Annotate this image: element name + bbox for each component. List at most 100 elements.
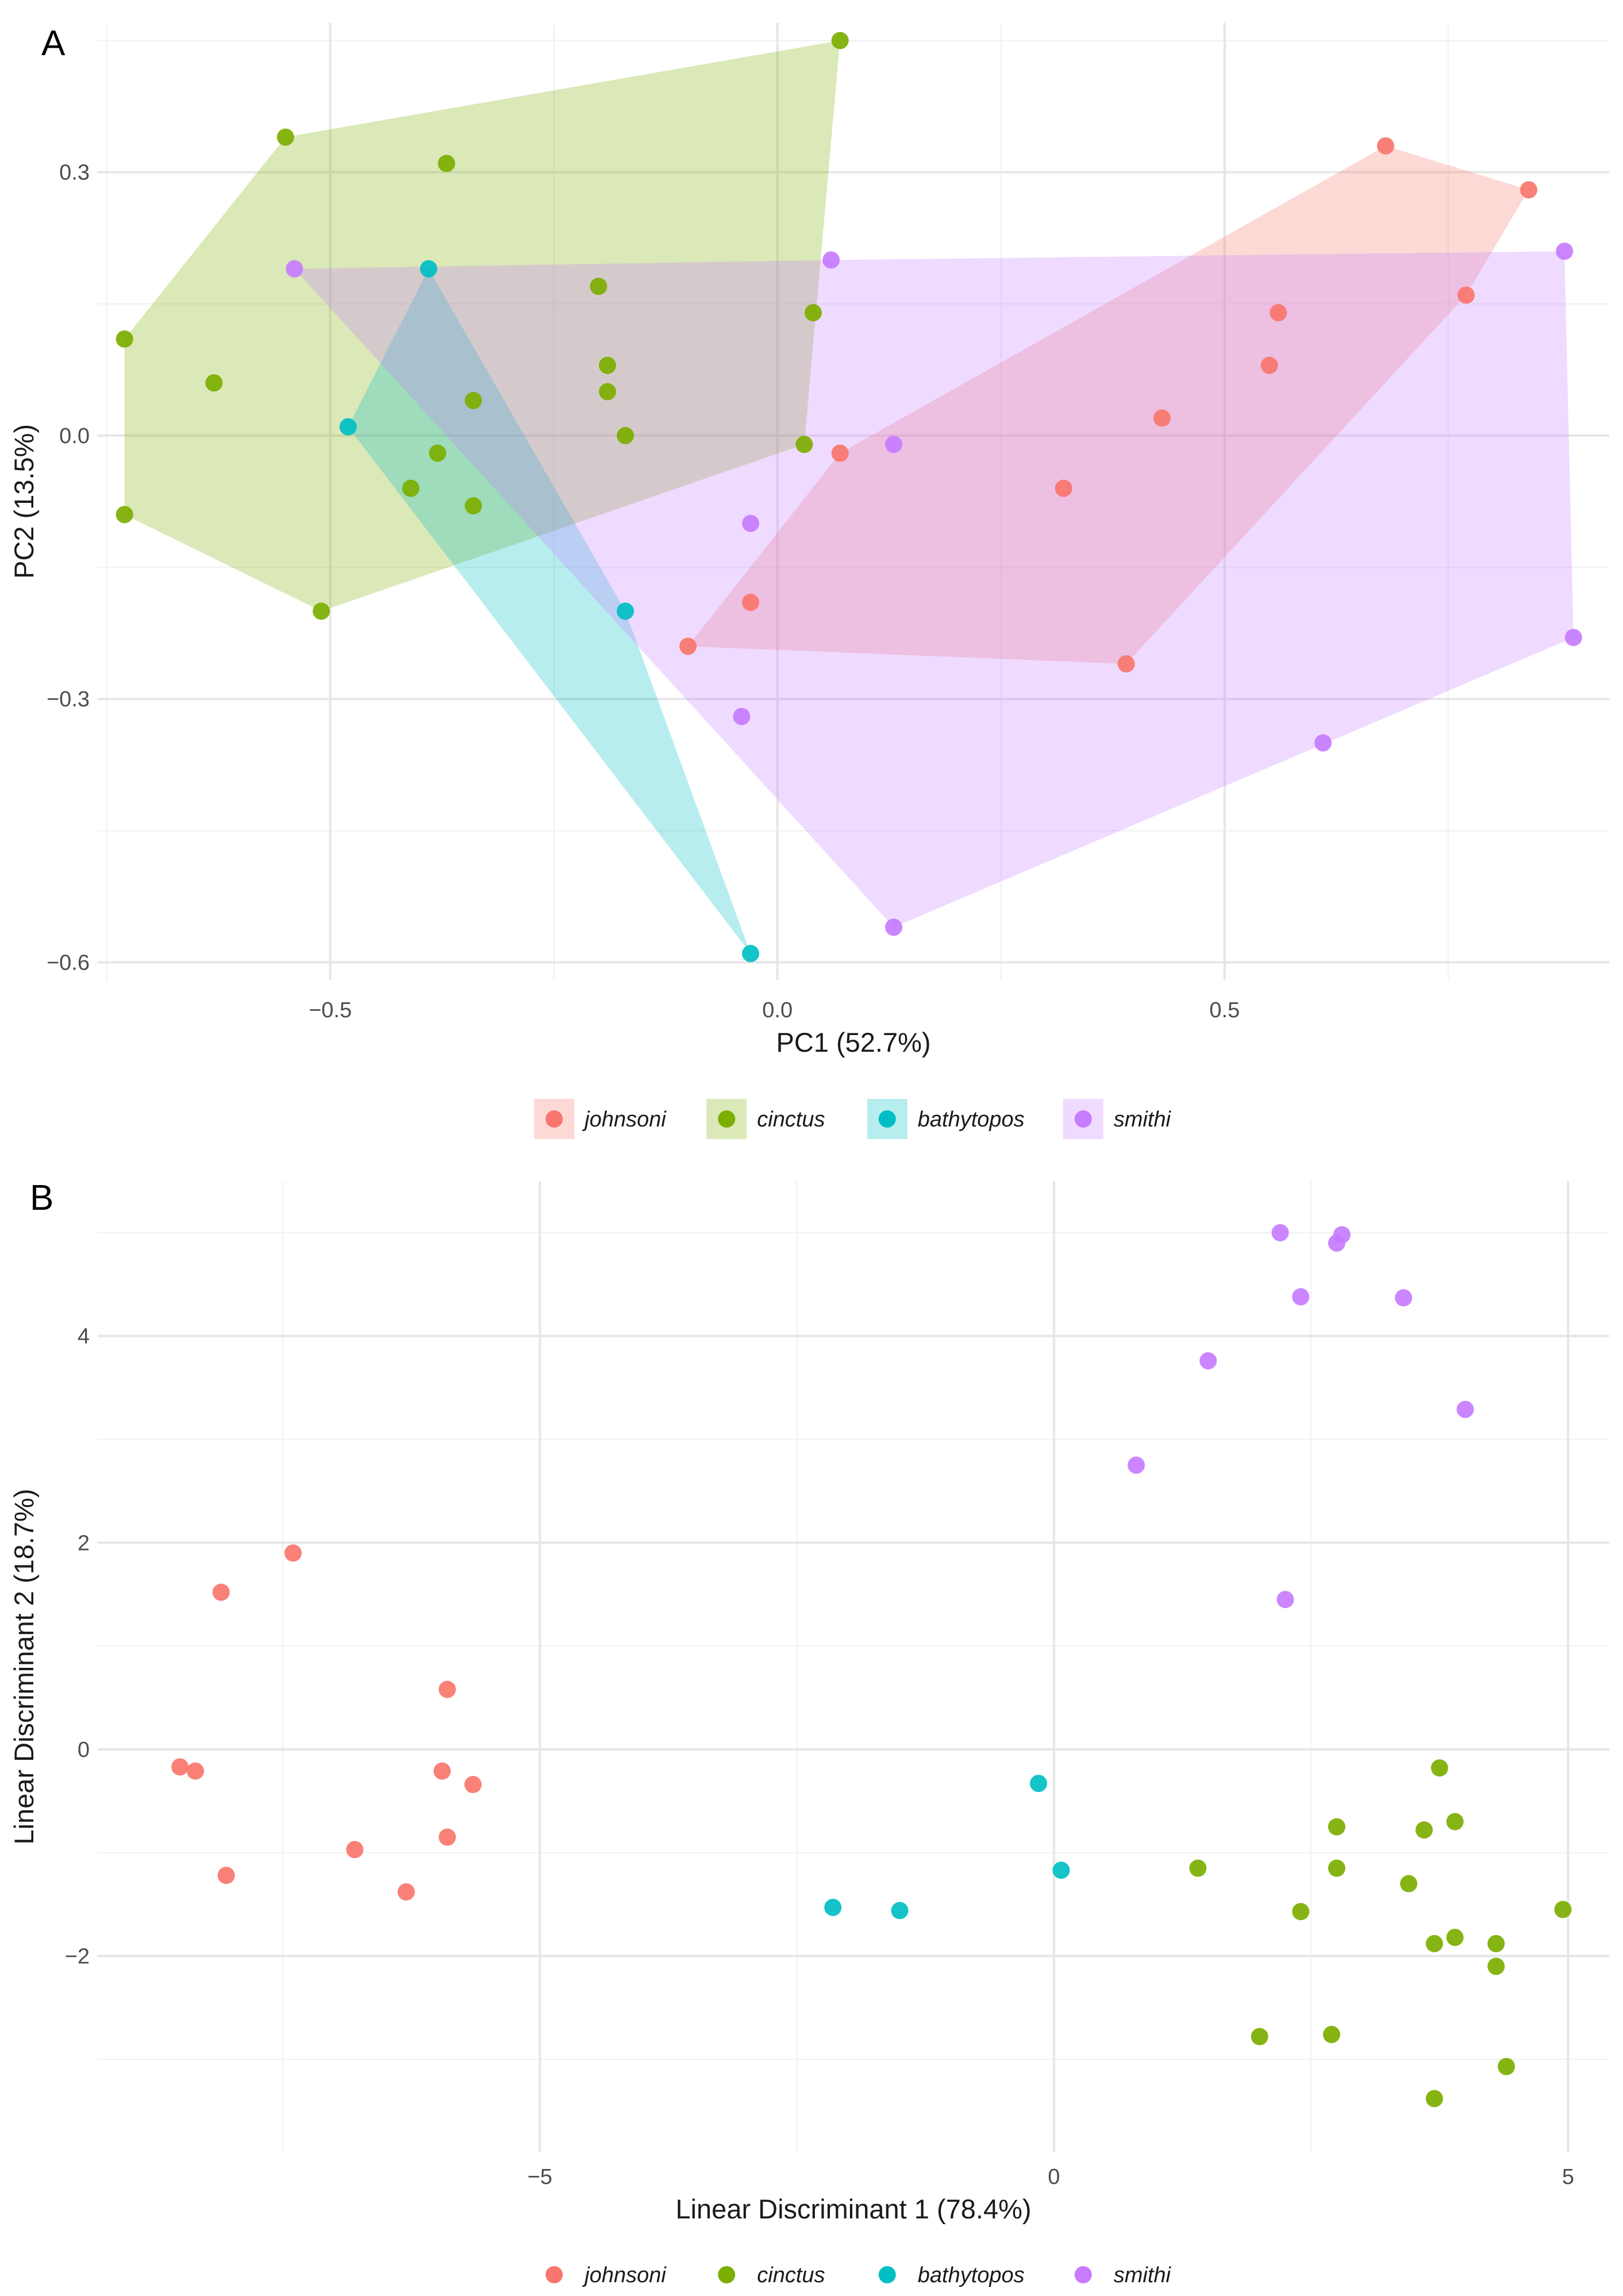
hull-cinctus xyxy=(124,40,840,612)
y-axis-title: PC2 (13.5%) xyxy=(9,424,39,579)
point-cinctus xyxy=(1328,1859,1345,1877)
y-tick-label: 2 xyxy=(78,1531,90,1555)
y-tick-label: 0.3 xyxy=(59,161,90,185)
point-johnsoni xyxy=(217,1867,235,1885)
point-johnsoni xyxy=(1376,137,1394,155)
legend-label-cinctus: cinctus xyxy=(757,2263,825,2287)
point-cinctus xyxy=(599,356,617,374)
point-johnsoni xyxy=(742,594,760,612)
point-cinctus xyxy=(804,304,822,322)
hulls xyxy=(124,40,1574,954)
point-smithi xyxy=(1292,1288,1310,1306)
point-cinctus xyxy=(1446,1813,1464,1830)
x-tick-label: −5 xyxy=(528,2165,552,2189)
point-bathytopos xyxy=(339,418,357,436)
legend-item-smithi: smithi xyxy=(1063,1099,1172,1139)
legend-label-bathytopos: bathytopos xyxy=(918,2263,1025,2287)
x-tick-label: 0.5 xyxy=(1209,998,1240,1022)
legend-dot-bathytopos xyxy=(878,1110,896,1128)
point-cinctus xyxy=(276,128,294,146)
legend-dot-bathytopos xyxy=(878,2266,896,2283)
legend-item-cinctus: cinctus xyxy=(718,2263,825,2287)
legend: johnsoni cinctus bathytopos smithi xyxy=(545,2263,1172,2287)
legend: johnsoni cinctus bathytopos smithi xyxy=(534,1099,1172,1139)
point-smithi xyxy=(1328,1234,1345,1252)
legend-label-cinctus: cinctus xyxy=(757,1107,825,1132)
point-cinctus xyxy=(116,330,133,348)
x-tick-label: 0.0 xyxy=(762,998,793,1022)
point-cinctus xyxy=(590,278,607,295)
legend-dot-johnsoni xyxy=(545,1110,563,1128)
point-cinctus xyxy=(1415,1821,1433,1839)
point-johnsoni xyxy=(397,1883,415,1901)
x-tick-label: −0.5 xyxy=(309,998,352,1022)
legend-item-johnsoni: johnsoni xyxy=(545,2263,667,2287)
lda-plot-panel: −5 0 5 −2 0 2 4 Linear Discriminant 1 (78.4%) Li… xyxy=(9,1181,1609,2287)
legend-item-smithi: smithi xyxy=(1074,2263,1172,2287)
point-johnsoni xyxy=(679,637,697,655)
point-cinctus xyxy=(1189,1859,1207,1877)
point-smithi xyxy=(1314,734,1332,752)
point-johnsoni xyxy=(439,1680,456,1698)
hull-smithi xyxy=(294,251,1574,928)
legend-dot-smithi xyxy=(1074,1110,1092,1128)
y-tick-label: −0.3 xyxy=(47,687,90,712)
point-johnsoni xyxy=(1153,409,1171,427)
point-cinctus xyxy=(1487,1957,1505,1975)
point-johnsoni xyxy=(1270,304,1287,322)
point-smithi xyxy=(286,260,303,278)
point-cinctus xyxy=(1400,1875,1418,1893)
point-cinctus xyxy=(1328,1818,1345,1836)
legend-dot-smithi xyxy=(1074,2266,1092,2283)
point-cinctus xyxy=(464,391,482,409)
point-cinctus xyxy=(617,426,634,444)
panel-label-b: B xyxy=(30,1178,53,1218)
point-cinctus xyxy=(1487,1935,1505,1952)
point-bathytopos xyxy=(1052,1862,1070,1879)
point-bathytopos xyxy=(420,260,437,278)
legend-dot-cinctus xyxy=(718,2266,736,2283)
points xyxy=(171,1224,1572,2107)
point-johnsoni xyxy=(1117,655,1135,673)
point-johnsoni xyxy=(464,1775,482,1793)
point-smithi xyxy=(1271,1224,1289,1241)
point-smithi xyxy=(1556,243,1574,260)
grid xyxy=(98,1181,1609,2152)
point-smithi xyxy=(885,436,903,453)
point-smithi xyxy=(1395,1289,1413,1307)
point-cinctus xyxy=(116,506,133,524)
y-tick-label: −2 xyxy=(65,1944,90,1968)
point-johnsoni xyxy=(186,1762,204,1780)
y-tick-label: 4 xyxy=(78,1325,90,1349)
point-cinctus xyxy=(1292,1903,1310,1921)
point-smithi xyxy=(1128,1456,1145,1474)
point-cinctus xyxy=(1446,1929,1464,1947)
point-cinctus xyxy=(831,32,849,49)
point-cinctus xyxy=(1425,2090,1443,2107)
point-smithi xyxy=(1199,1352,1217,1370)
point-cinctus xyxy=(1498,2057,1516,2075)
point-smithi xyxy=(1564,629,1582,647)
point-bathytopos xyxy=(742,945,760,963)
x-tick-label: 5 xyxy=(1562,2165,1574,2189)
point-cinctus xyxy=(313,602,330,620)
y-tick-label: 0 xyxy=(78,1738,90,1762)
point-cinctus xyxy=(599,383,617,401)
grid xyxy=(98,23,1609,980)
pca-plot-panel: −0.5 0.0 0.5 −0.6 −0.3 0.0 0.3 PC1 (52.7%) PC2 (… xyxy=(9,23,1609,1139)
legend-label-johnsoni: johnsoni xyxy=(582,2263,667,2287)
legend-label-smithi: smithi xyxy=(1114,2263,1172,2287)
legend-label-bathytopos: bathytopos xyxy=(918,1107,1025,1132)
point-johnsoni xyxy=(433,1762,451,1780)
panel-label-a: A xyxy=(41,24,66,63)
point-cinctus xyxy=(1322,2026,1340,2044)
point-johnsoni xyxy=(1520,181,1537,199)
point-smithi xyxy=(1276,1591,1294,1609)
legend-item-bathytopos: bathytopos xyxy=(867,1099,1025,1139)
legend-item-cinctus: cinctus xyxy=(706,1099,825,1139)
point-bathytopos xyxy=(891,1902,909,1920)
point-smithi xyxy=(733,707,751,725)
legend-dot-cinctus xyxy=(718,1110,736,1128)
point-cinctus xyxy=(1251,2028,1268,2045)
